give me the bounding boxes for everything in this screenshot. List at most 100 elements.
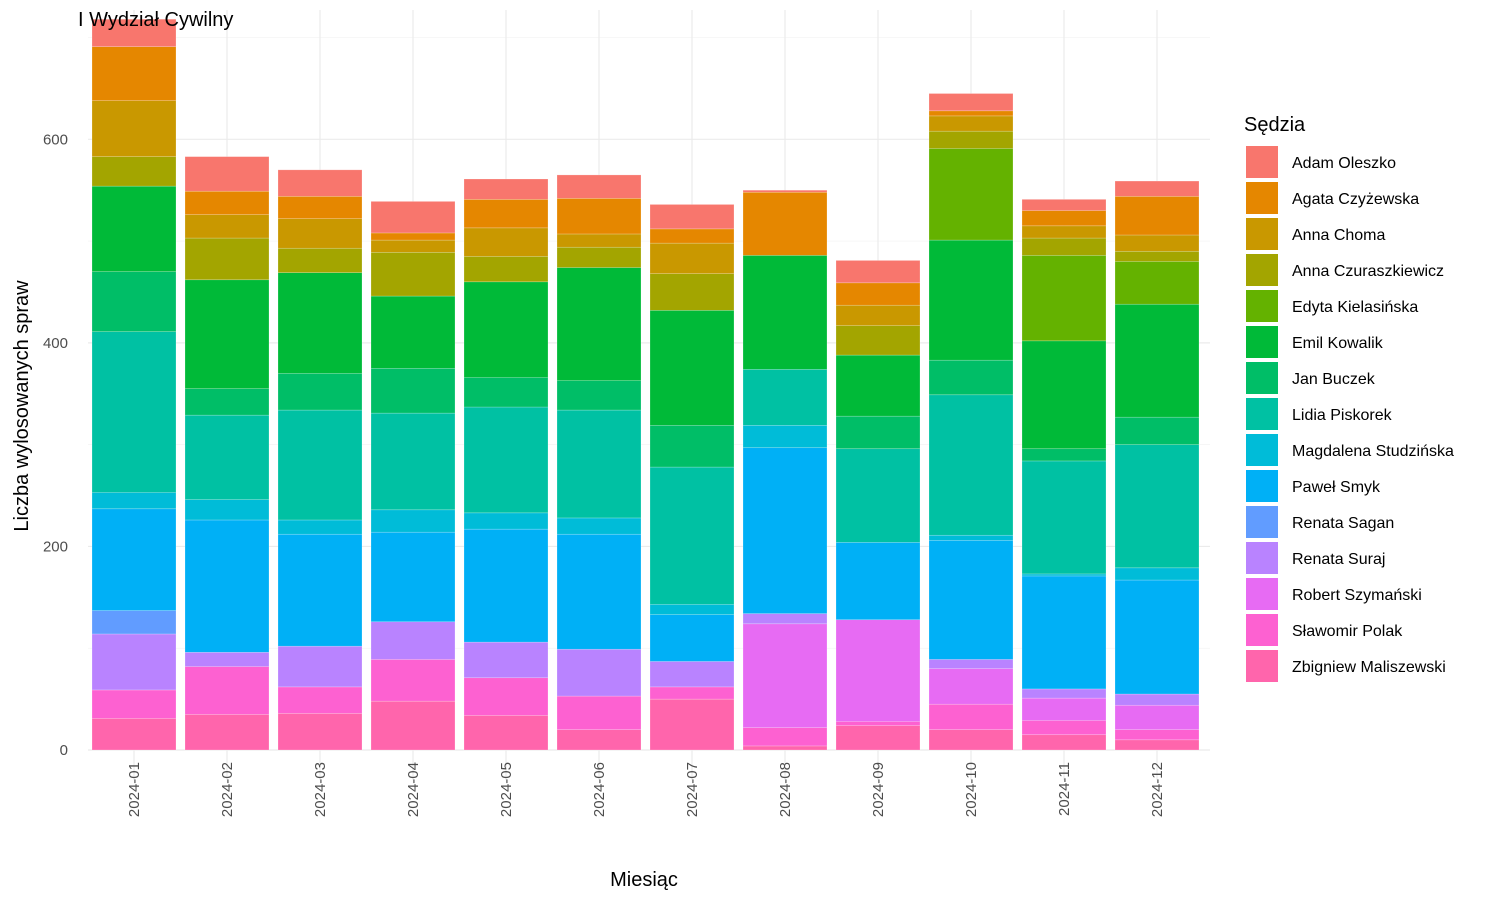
bar-segment: [1021, 448, 1107, 462]
legend: Adam Oleszko Agata Czyżewska Anna Choma Ann…: [1246, 146, 1454, 682]
bar-segment: [1021, 340, 1107, 450]
x-tick-label: 2024-01: [126, 762, 143, 817]
bar-segment: [649, 425, 735, 468]
bar-segment: [742, 613, 828, 625]
bar-segment: [556, 174, 642, 199]
bar-segment: [370, 621, 456, 660]
bar-segment: [370, 531, 456, 623]
bar-segment: [1114, 261, 1200, 305]
legend-swatch: [1246, 470, 1278, 502]
bar-segment: [1114, 180, 1200, 197]
bar-segment: [928, 394, 1014, 536]
legend-label: Renata Sagan: [1292, 515, 1394, 532]
bar-segment: [835, 325, 921, 356]
bar-segment: [649, 204, 735, 230]
bar-segment: [463, 715, 549, 751]
bar-segment: [1021, 688, 1107, 699]
bar-segment: [277, 247, 363, 273]
bar-segment: [742, 369, 828, 426]
bar-segment: [1114, 234, 1200, 252]
legend-swatch: [1246, 614, 1278, 646]
bar-segment: [91, 156, 177, 187]
bar-segment: [184, 499, 270, 521]
bar-segment: [463, 406, 549, 514]
bar-segment: [928, 729, 1014, 751]
bar-segment: [91, 689, 177, 719]
bar-segment: [370, 251, 456, 297]
bar-segment: [1114, 416, 1200, 445]
bar-segment: [649, 273, 735, 311]
bar-segment: [184, 651, 270, 667]
legend-label: Paweł Smyk: [1292, 479, 1381, 496]
bar-segment: [742, 255, 828, 370]
bar-segment: [742, 447, 828, 614]
bar-segment: [742, 745, 828, 751]
bar-segment: [184, 156, 270, 192]
bar-segment: [556, 409, 642, 519]
bar-segment: [91, 185, 177, 272]
bar-segment: [1114, 704, 1200, 730]
bar-segment: [1114, 693, 1200, 706]
bar-segment: [277, 713, 363, 751]
x-tick-label: 2024-08: [777, 762, 794, 817]
bar-segment: [1021, 734, 1107, 751]
y-tick-label: 400: [43, 335, 68, 352]
bar-segment: [1021, 237, 1107, 256]
bar-segment: [1021, 210, 1107, 227]
bar-segment: [184, 414, 270, 500]
bar-segment: [277, 218, 363, 249]
legend-label: Robert Szymański: [1292, 587, 1422, 604]
bar-segment: [1021, 575, 1107, 690]
bar-segment: [556, 246, 642, 268]
bar-segment: [184, 237, 270, 281]
bar-segment: [370, 239, 456, 253]
bar-segment: [1021, 225, 1107, 239]
bar-segment: [649, 466, 735, 605]
legend-swatch: [1246, 146, 1278, 178]
bar-segment: [835, 619, 921, 722]
y-tick-label: 600: [43, 131, 68, 148]
bar-segment: [91, 508, 177, 611]
bar-segment: [370, 509, 456, 533]
bar-segment: [277, 686, 363, 714]
bar-segment: [928, 148, 1014, 241]
bar-segment: [556, 380, 642, 411]
chart-title: I Wydział Cywilny: [78, 9, 233, 31]
bar-segment: [742, 727, 828, 747]
bar-segment: [184, 666, 270, 715]
bar-segment: [1021, 460, 1107, 575]
bar-segment: [556, 267, 642, 381]
bar-segment: [556, 648, 642, 697]
bar-segment: [277, 519, 363, 535]
legend-swatch: [1246, 434, 1278, 466]
bar-segment: [1114, 579, 1200, 695]
legend-label: Sławomir Polak: [1292, 623, 1403, 640]
x-tick-label: 2024-05: [498, 762, 515, 817]
bar-segment: [1021, 199, 1107, 211]
legend-swatch: [1246, 254, 1278, 286]
x-axis-ticks: 2024-01 2024-02 2024-03 2024-04 2024-05 2024-…: [126, 762, 1166, 817]
bar-segment: [556, 729, 642, 751]
bar-segment: [1114, 303, 1200, 418]
bar-segment: [835, 282, 921, 306]
bar-segment: [742, 425, 828, 449]
x-tick-label: 2024-03: [312, 762, 329, 817]
bar-segment: [463, 178, 549, 200]
legend-swatch: [1246, 182, 1278, 214]
bar-segment: [91, 100, 177, 157]
bar-segment: [370, 700, 456, 751]
y-tick-label: 0: [60, 742, 68, 759]
x-tick-label: 2024-07: [684, 762, 701, 817]
bar-segment: [649, 228, 735, 244]
bar-segment: [184, 214, 270, 239]
bar-segment: [184, 519, 270, 653]
bar-segment: [370, 659, 456, 702]
bar-segment: [556, 233, 642, 248]
legend-title: Sędzia: [1244, 114, 1306, 136]
bar-segment: [370, 201, 456, 234]
bar-segment: [835, 542, 921, 621]
bar-segment: [463, 227, 549, 257]
bar-segment: [277, 533, 363, 647]
bar-segment: [1114, 444, 1200, 569]
bar-segment: [649, 661, 735, 688]
